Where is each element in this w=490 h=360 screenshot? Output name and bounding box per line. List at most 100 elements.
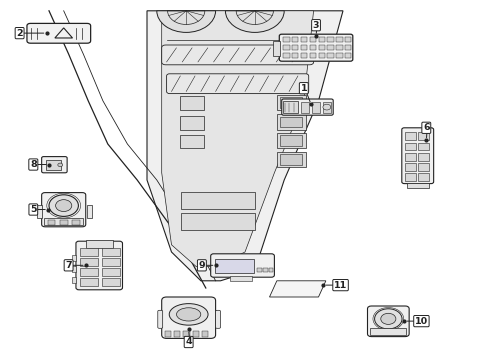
FancyBboxPatch shape (279, 34, 353, 61)
Circle shape (49, 195, 78, 216)
Bar (418, 173, 429, 181)
Bar (405, 132, 416, 140)
Bar (180, 96, 204, 110)
Bar (273, 41, 280, 56)
Text: 1: 1 (300, 84, 307, 93)
Bar (263, 268, 268, 272)
Bar (72, 220, 80, 225)
FancyBboxPatch shape (42, 193, 86, 227)
Bar (215, 259, 254, 273)
Bar (102, 248, 120, 256)
Bar (345, 45, 351, 50)
Text: 5: 5 (30, 205, 37, 214)
FancyBboxPatch shape (162, 45, 314, 65)
Bar (418, 163, 429, 171)
Bar (183, 331, 190, 337)
Bar (165, 331, 171, 337)
FancyBboxPatch shape (158, 310, 163, 328)
Wedge shape (157, 11, 216, 32)
Text: 9: 9 (198, 261, 205, 270)
Bar (405, 163, 416, 171)
Text: 7: 7 (65, 261, 72, 270)
Bar (301, 37, 307, 42)
Bar (257, 268, 262, 272)
Bar (327, 53, 334, 58)
Bar (72, 266, 76, 272)
Bar (80, 258, 98, 266)
FancyBboxPatch shape (27, 23, 91, 43)
Bar (283, 101, 298, 113)
Bar (336, 45, 343, 50)
Bar (292, 37, 298, 42)
FancyBboxPatch shape (162, 297, 216, 338)
FancyBboxPatch shape (167, 74, 309, 94)
Bar (80, 248, 98, 256)
Circle shape (374, 309, 402, 329)
FancyBboxPatch shape (76, 241, 122, 290)
Bar (318, 45, 325, 50)
Bar (336, 53, 343, 58)
Ellipse shape (176, 308, 201, 321)
Bar (102, 268, 120, 276)
Circle shape (58, 163, 63, 167)
Bar (72, 277, 76, 283)
Text: 4: 4 (185, 338, 192, 346)
Bar (318, 37, 325, 42)
Bar (283, 37, 290, 42)
Text: 11: 11 (334, 281, 347, 289)
Bar (292, 45, 298, 50)
Circle shape (323, 104, 331, 110)
Bar (80, 278, 98, 286)
Bar (102, 278, 120, 286)
Bar (327, 37, 334, 42)
Bar (405, 143, 416, 150)
Bar (310, 45, 316, 50)
Bar (418, 132, 429, 140)
Bar (269, 268, 273, 272)
Text: 8: 8 (30, 160, 37, 169)
Bar (277, 133, 306, 148)
Bar (86, 240, 113, 248)
Bar (48, 220, 55, 225)
Bar (418, 143, 429, 150)
Bar (345, 53, 351, 58)
Bar (277, 152, 306, 167)
Bar (277, 114, 306, 130)
Bar (202, 331, 208, 337)
Bar (310, 53, 316, 58)
Circle shape (56, 200, 72, 212)
FancyBboxPatch shape (216, 310, 220, 328)
Bar (283, 45, 290, 50)
FancyBboxPatch shape (402, 128, 434, 184)
Bar (60, 220, 68, 225)
Bar (180, 116, 204, 130)
Bar (336, 37, 343, 42)
Bar (405, 173, 416, 181)
Bar (87, 205, 92, 218)
FancyBboxPatch shape (368, 306, 409, 337)
Bar (230, 276, 252, 281)
Text: 2: 2 (16, 29, 23, 37)
Bar (181, 192, 255, 209)
Bar (277, 95, 306, 110)
Bar (327, 45, 334, 50)
Bar (181, 213, 255, 230)
FancyBboxPatch shape (211, 254, 274, 277)
FancyBboxPatch shape (282, 99, 333, 115)
Bar (323, 102, 331, 113)
Bar (318, 53, 325, 58)
Bar (102, 258, 120, 266)
Text: 3: 3 (313, 21, 319, 30)
Bar (80, 268, 98, 276)
Bar (193, 331, 199, 337)
Ellipse shape (169, 303, 208, 325)
Bar (405, 153, 416, 161)
Bar (44, 218, 83, 225)
Circle shape (381, 313, 396, 324)
Polygon shape (147, 11, 343, 281)
Bar (283, 53, 290, 58)
Text: 10: 10 (415, 317, 428, 325)
Bar (345, 37, 351, 42)
Bar (280, 117, 302, 127)
Polygon shape (270, 281, 326, 297)
